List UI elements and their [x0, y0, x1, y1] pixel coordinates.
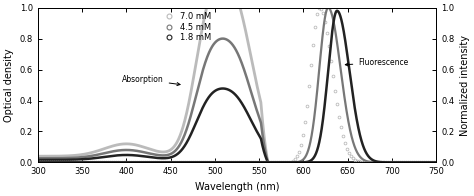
Y-axis label: Optical density: Optical density	[4, 48, 14, 122]
Y-axis label: Normalized intensity: Normalized intensity	[460, 34, 470, 136]
Text: Absorption: Absorption	[122, 75, 180, 86]
Text: Fluorescence: Fluorescence	[345, 58, 409, 67]
X-axis label: Wavelength (nm): Wavelength (nm)	[195, 182, 279, 192]
Legend: 7.0 mM, 4.5 mM, 1.8 mM: 7.0 mM, 4.5 mM, 1.8 mM	[157, 9, 215, 46]
